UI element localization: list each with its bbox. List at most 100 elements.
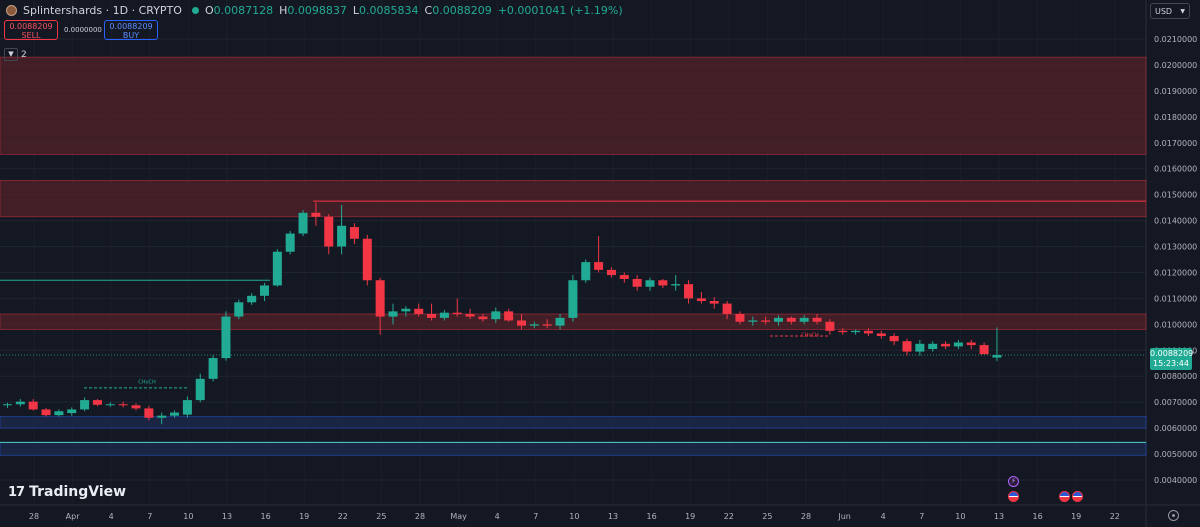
candle-body <box>92 400 102 405</box>
spread-value: 0.0000000 <box>64 26 102 34</box>
choch-label: CHoCH <box>138 379 156 385</box>
x-tick-label: Jun <box>837 512 851 521</box>
candle-body <box>748 320 758 322</box>
candle-body <box>401 308 411 312</box>
y-tick-label: 0.0170000 <box>1154 139 1197 148</box>
candle-body <box>863 330 873 334</box>
candle-body <box>529 324 539 326</box>
lightning-event-icon[interactable]: ⚡ <box>1008 476 1019 487</box>
us-flag-event-icon[interactable] <box>1008 491 1019 502</box>
sell-price: 0.0088209 <box>9 22 53 31</box>
demand-zone <box>0 441 1147 456</box>
candle-body <box>54 411 64 416</box>
candle-body <box>28 401 38 410</box>
candle-body <box>889 336 899 342</box>
candle-body <box>876 333 886 337</box>
candle-body <box>671 284 681 286</box>
x-tick-label: 4 <box>881 512 886 521</box>
y-tick-label: 0.0100000 <box>1154 320 1197 329</box>
tradingview-logo[interactable]: 17 TradingView <box>8 484 126 500</box>
candle-body <box>195 378 205 401</box>
candle-body <box>966 342 976 346</box>
candle-body <box>427 313 437 318</box>
candle-body <box>799 317 809 322</box>
candle-body <box>992 354 1002 358</box>
y-tick-label: 0.0180000 <box>1154 113 1197 122</box>
buy-button[interactable]: 0.0088209 BUY <box>104 20 158 40</box>
candle-body <box>722 303 732 314</box>
candle-body <box>285 233 295 252</box>
indicators-toggle[interactable]: ▼ 2 <box>4 48 27 61</box>
x-tick-label: 25 <box>376 512 386 521</box>
candle-body <box>606 269 616 276</box>
demand-zone <box>0 416 1147 429</box>
last-price-value: 0.0088209 <box>1150 349 1194 358</box>
us-flag-event-icon[interactable] <box>1072 491 1083 502</box>
x-tick-label: 10 <box>955 512 965 521</box>
candle-body <box>786 317 796 322</box>
candle-body <box>684 284 694 299</box>
x-tick-label: 13 <box>608 512 618 521</box>
buy-price: 0.0088209 <box>109 22 153 31</box>
last-price-label: 0.0088209 15:23:44 <box>1150 348 1194 370</box>
candle-body <box>825 321 835 331</box>
x-tick-label: 22 <box>1110 512 1120 521</box>
indicator-count: 2 <box>21 49 27 60</box>
x-tick-label: 19 <box>299 512 309 521</box>
x-tick-label: 13 <box>222 512 232 521</box>
y-tick-label: 0.0210000 <box>1154 35 1197 44</box>
x-tick-label: 28 <box>801 512 811 521</box>
x-tick-label: 13 <box>994 512 1004 521</box>
x-tick-label: 10 <box>183 512 193 521</box>
candle-body <box>131 405 141 409</box>
candle-body <box>80 400 90 410</box>
y-tick-label: 0.0150000 <box>1154 191 1197 200</box>
candle-body <box>594 262 604 270</box>
candle-body <box>953 342 963 347</box>
candle-body <box>311 212 321 217</box>
x-tick-label: May <box>450 512 467 521</box>
gear-icon[interactable] <box>1168 510 1179 521</box>
buy-label: BUY <box>122 31 140 40</box>
sell-button[interactable]: 0.0088209 SELL <box>4 20 58 40</box>
candle-body <box>735 313 745 322</box>
bar-countdown: 15:23:44 <box>1153 359 1189 368</box>
candle-body <box>41 409 51 416</box>
ohlc-high: H0.0098837 <box>279 3 347 17</box>
candle-body <box>632 278 642 287</box>
us-flag-event-icon[interactable] <box>1059 491 1070 502</box>
x-tick-label: 28 <box>29 512 39 521</box>
symbol-header[interactable]: Splintershards · 1D · CRYPTO O0.0087128 … <box>6 2 623 18</box>
symbol-title[interactable]: Splintershards · 1D · CRYPTO <box>23 3 182 17</box>
x-tick-label: 19 <box>1071 512 1081 521</box>
candle-body <box>941 343 951 347</box>
x-tick-label: Apr <box>66 512 81 521</box>
y-tick-label: 0.0060000 <box>1154 424 1197 433</box>
y-tick-label: 0.0050000 <box>1154 450 1197 459</box>
candle-body <box>517 320 526 326</box>
x-tick-label: 10 <box>569 512 579 521</box>
candle-body <box>208 358 218 379</box>
candle-body <box>234 302 244 317</box>
candle-body <box>170 412 180 416</box>
trade-panel: 0.0088209 SELL 0.0000000 0.0088209 BUY <box>4 20 158 40</box>
tradingview-logo-icon: 17 <box>8 484 25 500</box>
x-tick-label: 4 <box>495 512 500 521</box>
candle-body <box>619 275 629 279</box>
currency-select[interactable]: USD ▼ <box>1150 3 1190 19</box>
market-status-icon <box>191 6 199 14</box>
candle-body <box>902 341 912 352</box>
candle-body <box>774 317 783 322</box>
y-tick-label: 0.0120000 <box>1154 268 1197 277</box>
candle-body <box>324 216 334 247</box>
ohlc-open: O0.0087128 <box>204 3 274 17</box>
splintershards-logo-icon <box>6 4 17 16</box>
ohlc-close: C0.0088209 <box>424 3 492 17</box>
chevron-down-icon[interactable]: ▼ <box>4 48 18 61</box>
candle-body <box>851 330 861 333</box>
y-tick-label: 0.0070000 <box>1154 398 1197 407</box>
candle-body <box>979 345 989 355</box>
candle-body <box>272 251 282 286</box>
candle-body <box>388 311 398 317</box>
